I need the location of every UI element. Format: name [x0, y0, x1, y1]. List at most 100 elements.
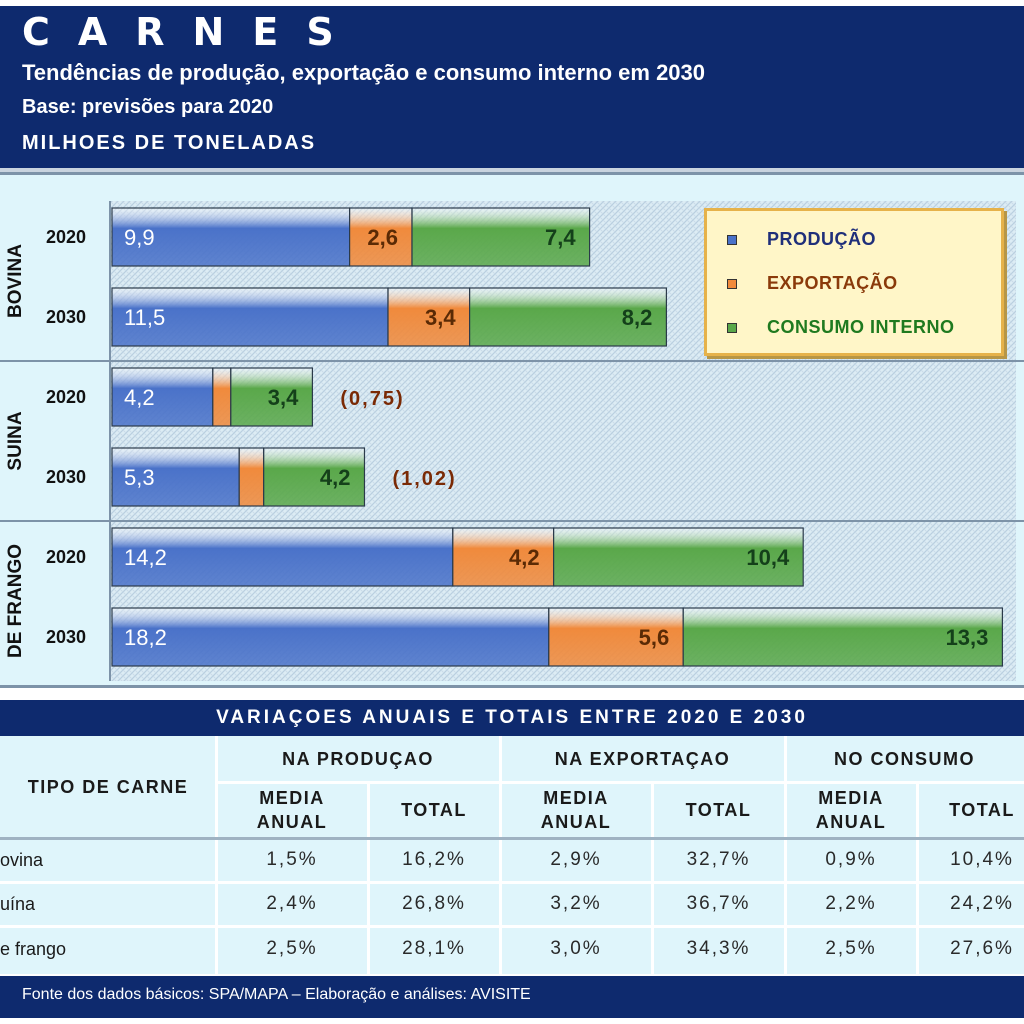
bar-segment [111, 207, 351, 267]
bar-segment [411, 207, 591, 267]
table-cell: 2,5% [266, 938, 318, 959]
data-label: 4,2 [509, 545, 540, 570]
year-label: 2030 [46, 627, 86, 647]
data-label: 8,2 [622, 305, 653, 330]
table-cell: 1,5% [266, 849, 318, 870]
legend-item-exportacao: EXPORTAÇÃO [727, 273, 898, 294]
col-group-exportacao: NA EXPORTAÇAO [500, 736, 785, 782]
bar-segment [230, 367, 314, 427]
bar-segment [111, 527, 454, 587]
data-label: 4,2 [320, 465, 351, 490]
exportacao-note: (1,02) [392, 468, 456, 490]
sub-header-media: MEDIA ANUAL [500, 782, 652, 838]
bar-segment [111, 607, 550, 667]
table-cell: 28,1% [402, 938, 466, 959]
data-label: 18,2 [124, 625, 167, 650]
table-divider [0, 837, 1024, 840]
page-subtitle: Tendências de produção, exportação e con… [22, 60, 706, 85]
sub-header-media: MEDIA ANUAL [785, 782, 917, 838]
group-label: DE FRANGO [5, 544, 26, 658]
row-label: ovina [0, 850, 44, 870]
unit-label: MILHOES DE TONELADAS [22, 132, 317, 154]
bar-segment [263, 447, 366, 507]
year-label: 2020 [46, 547, 86, 567]
source-note: Fonte dos dados básicos: SPA/MAPA – Elab… [22, 986, 531, 1003]
bar-segment [238, 447, 265, 507]
table-divider [651, 782, 654, 974]
year-label: 2020 [46, 387, 86, 407]
chart-legend: PRODUÇÃO EXPORTAÇÃO CONSUMO INTERNO [704, 208, 1004, 356]
sub-header-total: TOTAL [917, 782, 1024, 838]
legend-label: EXPORTAÇÃO [767, 273, 898, 293]
footer: Fonte dos dados básicos: SPA/MAPA – Elab… [0, 976, 1024, 1018]
table-cell: 24,2% [950, 893, 1014, 914]
table-cell: 16,2% [402, 849, 466, 870]
year-label: 2030 [46, 467, 86, 487]
data-label: 5,6 [639, 625, 670, 650]
legend-label: CONSUMO INTERNO [767, 317, 955, 337]
exportacao-note: (0,75) [340, 388, 404, 410]
table-cell: 32,7% [686, 849, 751, 870]
bar-segment [682, 607, 1004, 667]
data-label: 7,4 [545, 225, 576, 250]
sub-header-total: TOTAL [368, 782, 500, 838]
year-label: 2020 [46, 227, 86, 247]
table-divider [0, 881, 1024, 884]
bar-segment [111, 367, 214, 427]
year-label: 2030 [46, 307, 86, 327]
table-cell: 10,4% [950, 849, 1014, 870]
col-group-producao: NA PRODUÇAO [216, 736, 500, 782]
col-header-type: TIPO DE CARNE [0, 736, 216, 838]
data-label: 9,9 [124, 225, 155, 250]
sub-header-media: MEDIA ANUAL [216, 782, 368, 838]
header-panel: CARNES Tendências de produção, exportaçã… [0, 6, 1024, 172]
data-label: 2,6 [367, 225, 398, 250]
table-divider [367, 782, 370, 974]
data-label: 3,4 [425, 305, 456, 330]
row-label: e frango [0, 939, 67, 959]
data-label: 14,2 [124, 545, 167, 570]
table-cell: 2,4% [266, 893, 318, 914]
data-label: 4,2 [124, 385, 155, 410]
data-label: 5,3 [124, 465, 155, 490]
variation-table: TIPO DE CARNE NA PRODUÇAO NA EXPORTAÇAO … [0, 736, 1024, 974]
legend-swatch [727, 234, 737, 245]
table-divider [784, 736, 787, 974]
legend-swatch [727, 278, 737, 289]
stacked-bar-chart: BOVINA 2020 9,9 2,6 7,4 2030 11,5 3,4 8,2 SUINA 20… [0, 201, 1024, 681]
table-divider [216, 781, 1024, 784]
table-cell: 36,7% [686, 893, 751, 914]
bar-segment [452, 527, 555, 587]
data-label: 13,3 [946, 625, 989, 650]
bar-segment [552, 527, 804, 587]
group-label: BOVINA [5, 244, 26, 318]
table-divider [916, 782, 919, 974]
table-cell: 2,9% [550, 849, 602, 870]
table-cell: 26,8% [402, 893, 466, 914]
group-label: SUINA [5, 411, 26, 470]
data-label: 10,4 [746, 545, 790, 570]
legend-item-producao: PRODUÇÃO [727, 229, 876, 250]
page-title: CARNES [22, 10, 362, 54]
bar-segment [349, 207, 413, 267]
data-label: 3,4 [268, 385, 299, 410]
table-cell: 3,2% [550, 893, 602, 914]
legend-item-consumo: CONSUMO INTERNO [727, 317, 955, 338]
table-cell: 0,9% [825, 849, 877, 870]
bar-segment [111, 287, 389, 347]
table-title: VARIAÇOES ANUAIS E TOTAIS ENTRE 2020 E 2… [0, 700, 1024, 736]
legend-label: PRODUÇÃO [767, 229, 877, 249]
table-divider [499, 736, 502, 974]
table-cell: 3,0% [550, 938, 602, 959]
table-cell: 27,6% [950, 938, 1014, 959]
table-cell: 2,2% [825, 893, 877, 914]
table-cell: 2,5% [825, 938, 877, 959]
legend-swatch [727, 322, 737, 333]
data-label: 11,5 [124, 305, 165, 330]
row-label: uína [0, 894, 36, 914]
col-group-consumo: NO CONSUMO [785, 736, 1024, 782]
base-note: Base: previsões para 2020 [22, 96, 274, 118]
sub-header-total: TOTAL [652, 782, 785, 838]
category-column [0, 201, 110, 681]
